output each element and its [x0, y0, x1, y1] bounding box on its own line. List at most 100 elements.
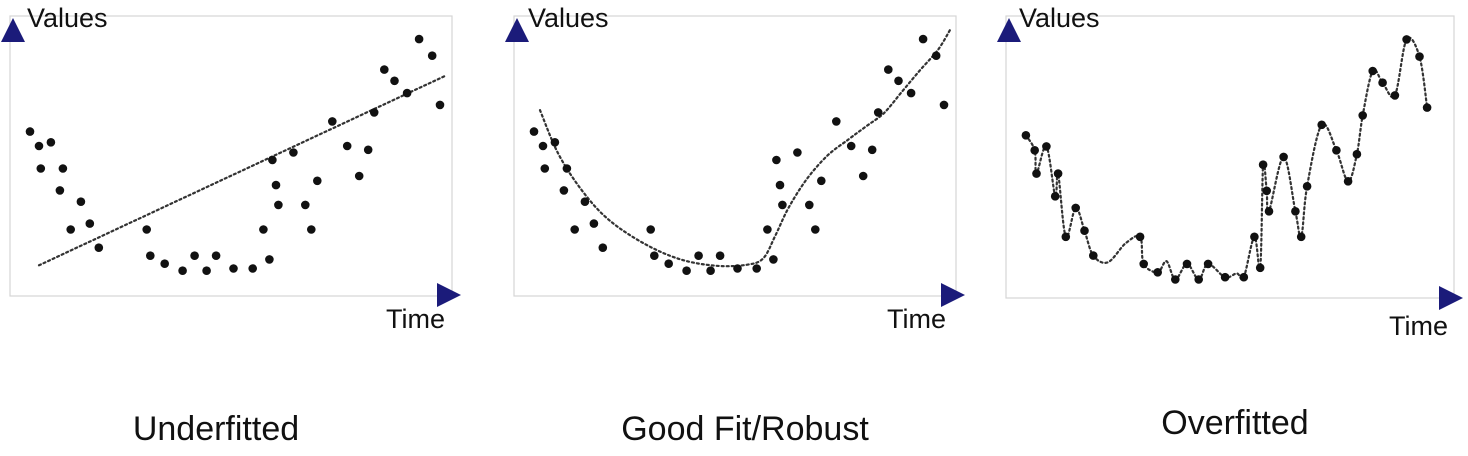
data-point: [259, 225, 268, 234]
data-point: [1279, 152, 1288, 162]
data-point: [1378, 78, 1387, 87]
data-point: [229, 264, 238, 273]
panel-caption: Underfitted: [133, 410, 299, 448]
data-point: [354, 171, 364, 181]
data-point: [559, 186, 569, 195]
data-point: [94, 243, 104, 252]
data-point: [931, 51, 941, 60]
panel-caption: Overfitted: [1161, 404, 1308, 442]
panel-underfitted: Values Time Underfitted: [0, 3, 461, 448]
data-point: [1050, 192, 1060, 201]
data-point: [342, 141, 352, 151]
data-point: [369, 108, 379, 117]
data-point: [775, 180, 785, 190]
data-point: [1291, 207, 1300, 216]
data-point: [58, 164, 68, 173]
data-point: [1422, 103, 1432, 112]
data-point: [178, 266, 187, 276]
data-point: [706, 266, 715, 276]
data-point: [36, 164, 46, 173]
data-point: [1030, 146, 1039, 155]
data-point: [1153, 268, 1162, 277]
x-axis-label: Time: [1389, 311, 1448, 341]
data-point: [550, 138, 560, 147]
plot-frame: [1005, 15, 1455, 299]
data-point: [1032, 169, 1041, 178]
data-point: [25, 127, 35, 136]
fit-line: [1024, 36, 1429, 281]
data-point: [1250, 232, 1259, 242]
data-point: [805, 200, 814, 210]
data-point: [402, 88, 412, 98]
x-axis-label: Time: [887, 304, 946, 334]
data-point: [328, 117, 337, 126]
data-point: [1402, 35, 1411, 44]
data-point: [268, 155, 277, 165]
data-points-layer: [529, 34, 949, 276]
data-point: [1042, 142, 1051, 151]
data-points-layer: [25, 34, 445, 276]
data-point: [142, 225, 151, 234]
data-point: [160, 259, 169, 269]
data-point: [1080, 226, 1089, 235]
data-point: [894, 76, 903, 86]
data-point: [1220, 272, 1230, 282]
data-point: [832, 117, 841, 126]
data-point: [380, 65, 389, 74]
data-point: [1194, 275, 1203, 284]
data-point: [918, 34, 928, 44]
data-point: [846, 141, 856, 151]
data-point: [55, 186, 65, 195]
data-point: [1255, 263, 1265, 273]
data-point: [884, 65, 893, 74]
data-point: [867, 145, 877, 155]
data-point: [1352, 149, 1362, 159]
data-point: [414, 34, 424, 44]
data-point: [752, 264, 761, 273]
data-point: [1258, 160, 1268, 169]
data-point: [562, 164, 572, 173]
data-point: [307, 225, 316, 234]
panel-good-fit: Values Time Good Fit/Robust: [505, 3, 965, 448]
data-point: [85, 219, 95, 228]
data-point: [1203, 259, 1213, 269]
fit-line-layer: [1024, 36, 1429, 281]
data-point: [793, 148, 802, 157]
data-point: [46, 138, 56, 147]
panel-caption: Good Fit/Robust: [621, 410, 869, 448]
data-point: [772, 155, 781, 165]
y-axis-label: Values: [528, 3, 609, 33]
data-point: [906, 88, 916, 98]
data-point: [265, 255, 274, 264]
data-point: [1415, 52, 1424, 61]
data-point: [580, 197, 590, 206]
data-point: [313, 176, 322, 186]
data-point: [763, 225, 772, 234]
plot-frame: [9, 15, 453, 297]
data-point: [733, 264, 742, 273]
data-point: [1302, 182, 1312, 191]
data-point: [1135, 232, 1145, 242]
data-point: [939, 100, 949, 110]
data-point: [190, 251, 199, 260]
data-point: [1332, 146, 1341, 155]
data-point: [1089, 251, 1098, 260]
data-point: [1061, 232, 1071, 242]
data-point: [694, 251, 703, 260]
data-point: [778, 200, 787, 210]
data-point: [1358, 111, 1367, 120]
data-point: [274, 200, 283, 210]
data-point: [873, 108, 883, 117]
data-point: [1021, 131, 1031, 140]
y-axis-label: Values: [1019, 3, 1100, 33]
data-point: [1053, 169, 1063, 178]
data-point: [1390, 91, 1400, 100]
data-point: [538, 141, 548, 151]
data-point: [1317, 120, 1326, 130]
plot-frame: [513, 15, 957, 297]
data-point: [211, 251, 221, 260]
data-point: [427, 51, 437, 60]
data-point: [301, 200, 310, 210]
data-point: [817, 176, 826, 186]
data-point: [664, 259, 673, 269]
